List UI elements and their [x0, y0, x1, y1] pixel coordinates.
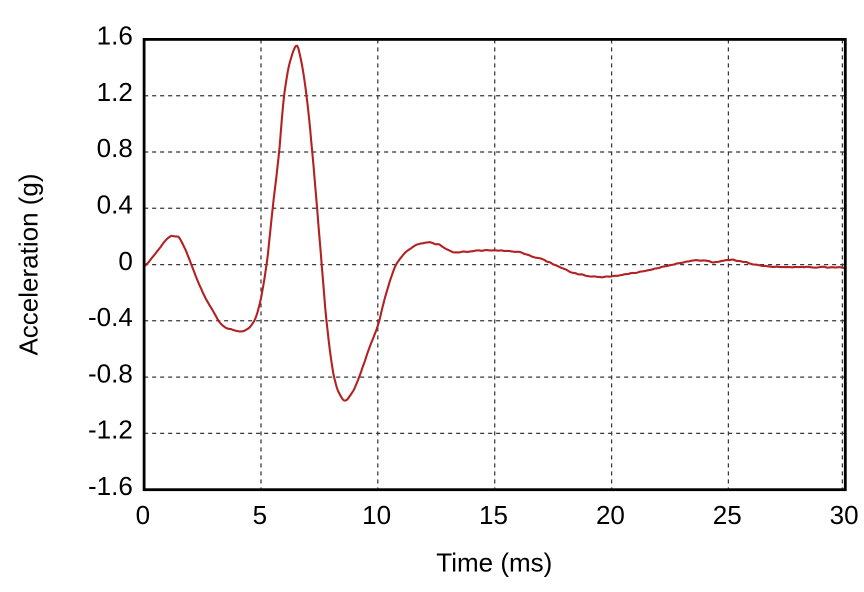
svg-text:1.6: 1.6	[97, 21, 133, 51]
svg-text:25: 25	[713, 500, 742, 530]
svg-text:5: 5	[253, 500, 267, 530]
svg-text:20: 20	[596, 500, 625, 530]
svg-text:Time (ms): Time (ms)	[436, 548, 552, 578]
svg-text:1.2: 1.2	[97, 77, 133, 107]
svg-text:-0.8: -0.8	[88, 358, 133, 388]
svg-text:0: 0	[118, 246, 132, 276]
svg-text:30: 30	[830, 500, 859, 530]
svg-text:0.8: 0.8	[97, 133, 133, 163]
svg-text:-1.2: -1.2	[88, 415, 133, 445]
svg-text:15: 15	[479, 500, 508, 530]
svg-text:0.4: 0.4	[97, 190, 133, 220]
svg-text:-0.4: -0.4	[88, 302, 133, 332]
svg-text:10: 10	[362, 500, 391, 530]
svg-text:-1.6: -1.6	[88, 471, 133, 501]
svg-text:0: 0	[136, 500, 150, 530]
svg-text:Acceleration (g): Acceleration (g)	[14, 173, 44, 355]
